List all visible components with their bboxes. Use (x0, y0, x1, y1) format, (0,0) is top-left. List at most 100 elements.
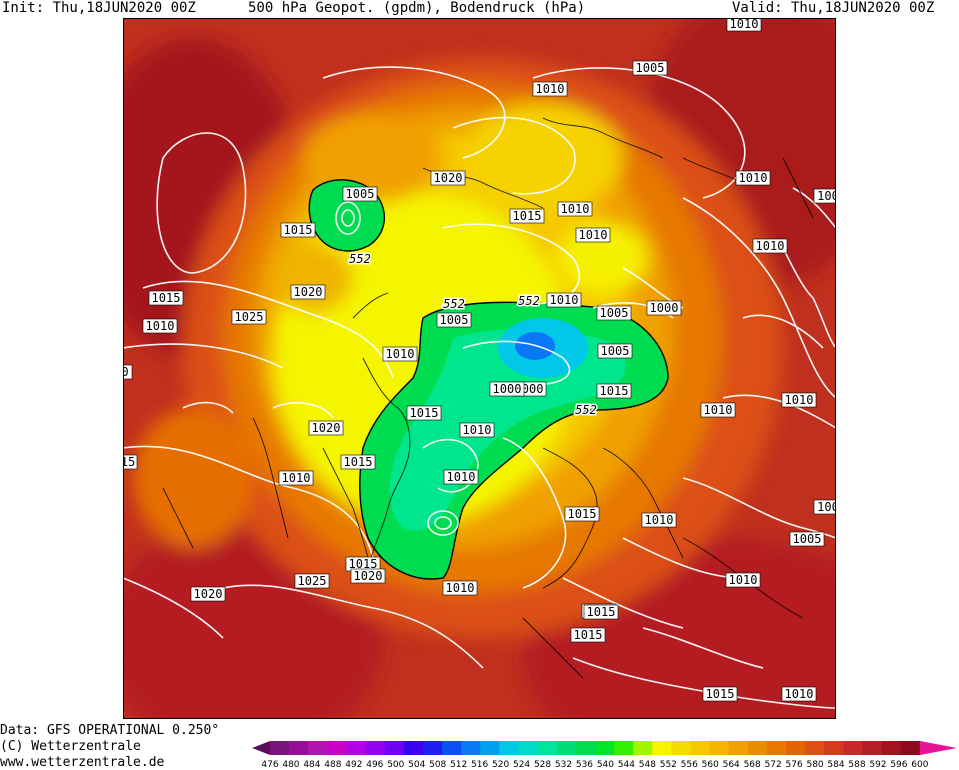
pressure-label: 1005 (601, 344, 630, 358)
legend-tick: 500 (387, 760, 404, 770)
legend-swatch (537, 741, 558, 755)
legend-tick: 496 (366, 760, 383, 770)
pressure-label: 1020 (194, 587, 223, 601)
pressure-label: 1015 (587, 605, 616, 619)
pressure-label: 1015 (152, 291, 181, 305)
legend-tick: 552 (660, 760, 677, 770)
legend-swatch (365, 741, 386, 755)
legend-tick: 476 (261, 760, 278, 770)
legend-tick: 540 (597, 760, 614, 770)
legend-tick: 480 (282, 760, 299, 770)
pressure-label: 1010 (739, 171, 768, 185)
legend-swatch (308, 741, 328, 755)
legend-tick: 488 (324, 760, 341, 770)
geopot-label: 552 (443, 297, 465, 311)
color-legend: 476 480 484 488 492 496 500 504 508 512 516 520 524 5… (252, 741, 957, 770)
legend-arrow-low (252, 741, 270, 755)
pressure-label: 1010 (386, 347, 415, 361)
init-time: Init: Thu,18JUN2020 00Z (2, 0, 196, 16)
pressure-label: 1010 (146, 319, 175, 333)
pressure-label: 1015 (410, 406, 439, 420)
pressure-label: 1005 (600, 306, 629, 320)
legend-swatch (575, 741, 596, 755)
pressure-label: 100 (817, 500, 836, 514)
pressure-label: 1015 (600, 384, 629, 398)
legend-swatch (766, 741, 787, 755)
legend-swatch (346, 741, 367, 755)
pressure-labels: 1010 1005 1010 1020 1005 1015 1015 1010 … (123, 18, 836, 702)
legend-swatch (881, 741, 902, 755)
legend-tick: 572 (765, 760, 782, 770)
legend-swatch (690, 741, 711, 755)
legend-swatch (594, 741, 615, 755)
pressure-label: 0 (123, 365, 129, 379)
pressure-label: 1020 (434, 171, 463, 185)
pressure-label: 1015 (568, 507, 597, 521)
pressure-label: 1015 (513, 209, 542, 223)
legend-swatch (633, 741, 653, 755)
legend-swatch (900, 741, 921, 755)
pressure-label: 1010 (785, 687, 814, 701)
legend-tick: 536 (576, 760, 593, 770)
legend-tick: 588 (848, 760, 865, 770)
legend-swatch (786, 741, 806, 755)
legend-swatch (709, 741, 730, 755)
legend-swatch (480, 741, 500, 755)
pressure-label: 1000 (650, 301, 679, 315)
legend-swatch (614, 741, 634, 755)
pressure-label: 1015 (574, 628, 603, 642)
legend-swatch (327, 741, 348, 755)
pressure-label: 1010 (561, 202, 590, 216)
geopot-label: 552 (518, 294, 540, 308)
pressure-label: 1010 (704, 403, 733, 417)
legend-tick: 548 (639, 760, 656, 770)
pressure-label: 1020 (354, 569, 383, 583)
chart-title: 500 hPa Geopot. (gpdm), Bodendruck (hPa) (248, 0, 586, 16)
legend-swatch (824, 741, 845, 755)
geopot-label: 552 (349, 252, 371, 266)
pressure-label: 1010 (536, 82, 565, 96)
legend-tick: 556 (681, 760, 698, 770)
color-legend-boxes (252, 741, 957, 755)
legend-tick: 596 (890, 760, 907, 770)
pressure-label: 1010 (550, 293, 579, 307)
legend-tick: 576 (786, 760, 803, 770)
pressure-label: 1010 (282, 471, 311, 485)
pressure-label: 1010 (446, 581, 475, 595)
geopotential-labels: 552 552 552 552 (348, 251, 599, 419)
pressure-label: 1020 (312, 421, 341, 435)
pressure-label: 1010 (729, 573, 758, 587)
legend-tick: 512 (450, 760, 467, 770)
legend-swatch (270, 741, 290, 755)
legend-swatch (671, 741, 692, 755)
color-legend-ticks: 476 480 484 488 492 496 500 504 508 512 516 520 524 5… (261, 760, 928, 770)
pressure-label: 1005 (346, 187, 375, 201)
pressure-label: 1015 (284, 223, 313, 237)
geopot-label: 552 (575, 403, 597, 417)
pressure-contours (123, 66, 836, 709)
weather-map: 1010 1005 1010 1020 1005 1015 1015 1010 … (123, 18, 836, 719)
pressure-label: 1010 (463, 423, 492, 437)
pressure-label: 1015 (344, 455, 373, 469)
legend-tick: 508 (429, 760, 446, 770)
legend-swatch (518, 741, 539, 755)
legend-arrow-high (919, 741, 957, 755)
pressure-label: 1005 (440, 313, 469, 327)
map-frame (123, 18, 836, 719)
valid-time: Valid: Thu,18JUN2020 00Z (732, 0, 935, 16)
legend-tick: 524 (513, 760, 530, 770)
legend-swatch (862, 741, 883, 755)
legend-tick: 516 (471, 760, 488, 770)
pressure-label: 1015 (349, 557, 378, 571)
legend-swatch (805, 741, 825, 755)
pressure-label: 1015 (706, 687, 735, 701)
legend-swatch (403, 741, 424, 755)
pressure-label: 15 (123, 455, 135, 469)
legend-swatch (747, 741, 768, 755)
legend-swatch (461, 741, 481, 755)
legend-tick: 544 (618, 760, 635, 770)
legend-swatch (422, 741, 443, 755)
pressure-label: 1000 (493, 382, 522, 396)
pressure-label: 1010 (730, 18, 759, 31)
legend-tick: 492 (345, 760, 362, 770)
